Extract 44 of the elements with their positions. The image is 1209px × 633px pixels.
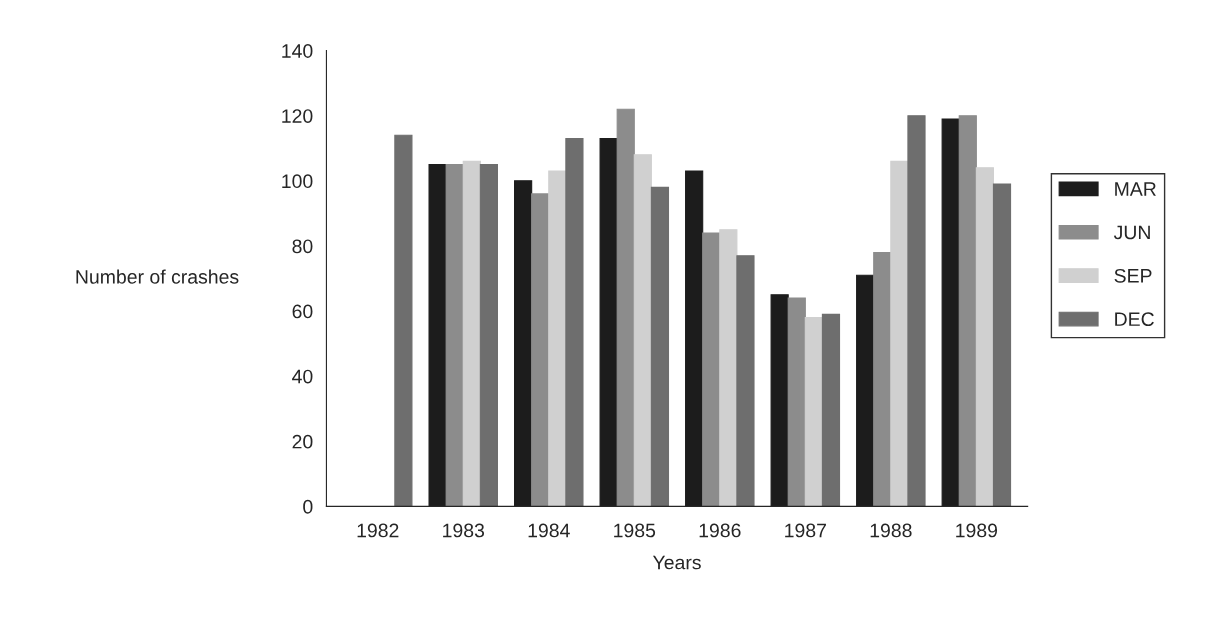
bar [736,255,755,507]
bar [531,193,550,507]
legend-label: DEC [1115,312,1154,327]
bar [907,115,926,507]
bar [633,154,652,507]
bar [992,183,1012,507]
bar [787,297,806,507]
y-tick-label: 0 [303,499,313,514]
x-axis-title: Years [652,555,701,570]
bar [975,167,994,507]
x-tick-label: 1985 [614,523,656,538]
x-tick-label: 1987 [785,523,826,538]
x-tick-label: 1986 [699,523,741,538]
bar [719,229,738,507]
y-tick-label: 40 [292,369,313,384]
y-tick-label: 20 [292,434,313,449]
bar [821,313,841,507]
y-tick-label: 100 [282,174,313,189]
bar [958,115,977,507]
y-tick-label: 120 [282,109,313,123]
x-tick-label: 1983 [443,523,485,538]
legend-label: JUN [1113,225,1150,240]
legend-label: SEP [1114,268,1152,283]
x-tick-label: 1988 [870,523,912,538]
x-tick-label: 1984 [528,523,570,538]
y-tick-label: 60 [292,304,313,319]
bar [616,108,635,507]
bar [445,164,464,507]
bar [548,170,567,507]
y-tick-label: 140 [282,44,313,58]
bar [565,137,584,507]
y-axis-title: Number of crashes [76,269,239,284]
bar [394,134,413,507]
x-tick-label: 1989 [956,523,998,538]
bar [890,160,909,507]
bar [702,232,721,507]
bar [650,186,670,507]
legend-label: MAR [1115,182,1156,196]
y-tick-label: 80 [292,239,313,254]
bar [479,164,499,507]
bar [804,317,823,507]
bar [873,251,892,507]
bar [462,160,481,507]
x-tick-label: 1982 [357,523,399,538]
